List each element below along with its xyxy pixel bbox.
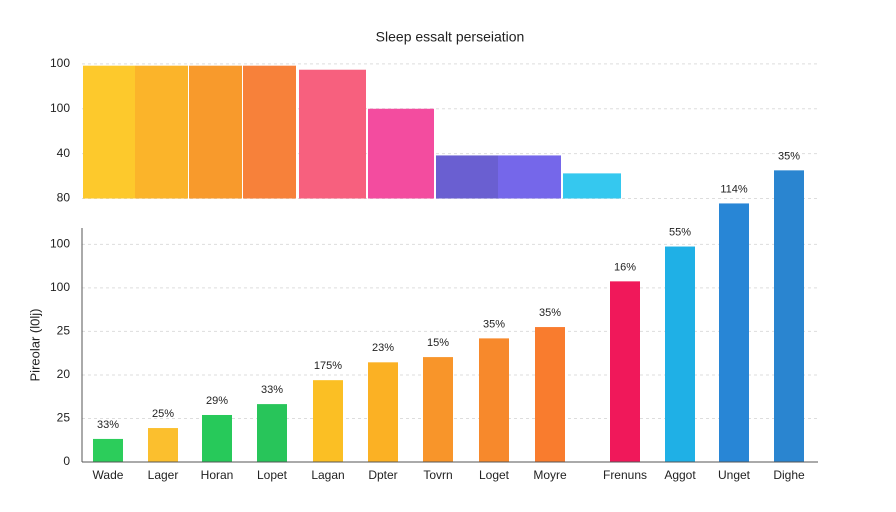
y-tick-label: 80 xyxy=(57,191,71,205)
y-tick-label: 25 xyxy=(57,324,71,338)
y-tick-label: 25 xyxy=(57,411,71,425)
bar xyxy=(148,428,178,462)
bar xyxy=(423,357,453,462)
x-tick-label: Lagan xyxy=(311,468,344,482)
y-tick-label: 20 xyxy=(57,367,71,381)
bar xyxy=(93,438,123,462)
data-label: 29% xyxy=(206,395,228,407)
bar xyxy=(563,173,621,199)
data-label: 35% xyxy=(539,307,561,319)
x-tick-label: Unget xyxy=(718,468,751,482)
bar xyxy=(535,327,565,462)
bar xyxy=(610,281,640,462)
y-tick-label: 0 xyxy=(63,454,70,468)
bar xyxy=(436,155,498,199)
data-label: 33% xyxy=(261,384,283,396)
bar xyxy=(313,380,343,462)
y-tick-label: 100 xyxy=(50,280,70,294)
bar xyxy=(189,65,242,199)
data-label: 15% xyxy=(427,337,449,349)
x-tick-label: Loget xyxy=(479,468,510,482)
bar xyxy=(299,69,366,199)
bar xyxy=(257,404,287,462)
x-tick-label: Moyre xyxy=(533,468,567,482)
x-tick-label: Tovrn xyxy=(423,468,452,482)
x-tick-label: Horan xyxy=(201,468,234,482)
x-tick-label: Dighe xyxy=(773,468,805,482)
data-label: 114% xyxy=(720,183,748,195)
y-tick-label: 40 xyxy=(57,146,71,160)
x-tick-label: Lopet xyxy=(257,468,288,482)
y-tick-label: 100 xyxy=(50,101,70,115)
x-tick-label: Frenuns xyxy=(603,468,647,482)
x-tick-label: Dpter xyxy=(368,468,397,482)
data-label: 175% xyxy=(314,360,342,372)
chart-title: Sleep essalt perseiation xyxy=(376,29,525,45)
data-label: 16% xyxy=(614,261,636,273)
bar xyxy=(83,65,135,199)
data-label: 23% xyxy=(372,342,394,354)
x-tick-label: Aggot xyxy=(664,468,696,482)
data-label: 33% xyxy=(97,419,119,431)
data-label: 25% xyxy=(152,408,174,420)
bar xyxy=(368,108,434,199)
bar xyxy=(368,362,398,462)
data-label: 35% xyxy=(483,318,505,330)
y-tick-label: 100 xyxy=(50,237,70,251)
bar xyxy=(479,338,509,462)
bar xyxy=(498,155,561,199)
x-tick-label: Lager xyxy=(148,468,179,482)
bar xyxy=(774,170,804,462)
bar xyxy=(243,65,296,199)
y-tick-label: 100 xyxy=(50,56,70,70)
data-label: 35% xyxy=(778,150,800,162)
x-tick-label: Wade xyxy=(93,468,124,482)
y-axis-label: Pireolar (l0lj) xyxy=(27,309,42,382)
data-label: 55% xyxy=(669,226,691,238)
bar xyxy=(665,246,695,462)
bar xyxy=(135,65,188,199)
bar xyxy=(202,414,232,462)
bar xyxy=(719,203,749,462)
